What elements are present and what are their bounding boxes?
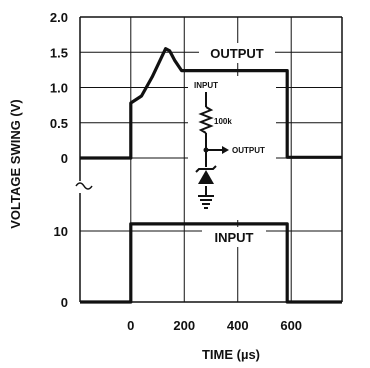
x-tick-label-2: 400 [227, 318, 249, 333]
input-series-line [80, 222, 342, 304]
series-lines [80, 47, 342, 304]
y-axis-label: VOLTAGE SWING (V) [8, 99, 23, 229]
x-tick-label-1: 200 [173, 318, 195, 333]
resistor-symbol [198, 106, 214, 134]
output-series-line [80, 47, 342, 160]
axis-break-mark [75, 182, 93, 190]
schematic-resistor-label: 100k [214, 117, 232, 126]
y-tick-label-output-2: 1.0 [50, 81, 68, 96]
y-tick-label-input-0: 0 [61, 295, 68, 310]
y-tick-label-output-0: 0 [61, 151, 68, 166]
y-tick-label-input-1: 10 [54, 224, 68, 239]
inset-schematic: INPUT 100k OUTPUT [188, 76, 276, 220]
y-tick-labels: 0 0.5 1.0 1.5 2.0 0 10 [50, 10, 68, 310]
x-tick-labels: 0 200 400 600 [127, 318, 302, 333]
junction-dot [203, 147, 209, 153]
x-tick-label-3: 600 [280, 318, 302, 333]
x-tick-label-0: 0 [127, 318, 134, 333]
zener-diode-symbol [198, 170, 214, 184]
input-label-bg [202, 227, 266, 247]
y-tick-label-output-3: 1.5 [50, 45, 68, 60]
input-label: INPUT [215, 230, 254, 245]
y-tick-label-output-4: 2.0 [50, 10, 68, 25]
x-axis-label: TIME (µs) [202, 347, 260, 362]
chart-axes [79, 16, 343, 303]
output-label: OUTPUT [210, 46, 264, 61]
y-tick-label-output-1: 0.5 [50, 116, 68, 131]
schematic-input-label: INPUT [194, 81, 218, 90]
arrow-head [222, 146, 229, 154]
schematic-output-label: OUTPUT [232, 146, 265, 155]
output-label-bg [199, 43, 275, 63]
